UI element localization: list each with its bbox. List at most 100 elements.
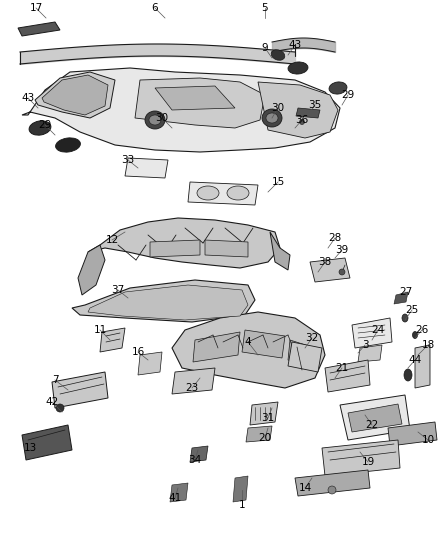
Ellipse shape (413, 332, 417, 338)
Polygon shape (188, 182, 258, 205)
Polygon shape (72, 280, 255, 322)
Polygon shape (88, 218, 280, 268)
Text: 39: 39 (336, 245, 349, 255)
Text: 27: 27 (399, 287, 413, 297)
Polygon shape (172, 312, 325, 388)
Polygon shape (415, 345, 430, 388)
Polygon shape (52, 372, 108, 408)
Polygon shape (295, 470, 370, 496)
Text: 28: 28 (328, 233, 342, 243)
Polygon shape (22, 425, 72, 460)
Polygon shape (233, 476, 248, 502)
Text: 36: 36 (295, 115, 309, 125)
Polygon shape (352, 318, 392, 348)
Text: 11: 11 (93, 325, 106, 335)
Polygon shape (190, 446, 208, 462)
Text: 16: 16 (131, 347, 145, 357)
Ellipse shape (300, 119, 304, 125)
Polygon shape (42, 75, 108, 115)
Polygon shape (138, 352, 162, 375)
Text: 21: 21 (336, 363, 349, 373)
Polygon shape (242, 330, 285, 358)
Polygon shape (88, 285, 248, 320)
Polygon shape (100, 328, 125, 352)
Polygon shape (205, 240, 248, 257)
Text: 17: 17 (29, 3, 42, 13)
Polygon shape (246, 426, 272, 442)
Text: 37: 37 (111, 285, 125, 295)
Text: 26: 26 (415, 325, 429, 335)
Text: 34: 34 (188, 455, 201, 465)
Ellipse shape (339, 269, 345, 275)
Ellipse shape (197, 186, 219, 200)
Text: 43: 43 (21, 93, 35, 103)
Polygon shape (288, 340, 315, 368)
Polygon shape (348, 404, 402, 432)
Polygon shape (340, 395, 410, 440)
Polygon shape (358, 345, 382, 362)
Polygon shape (135, 78, 265, 128)
Ellipse shape (29, 121, 51, 135)
Text: 41: 41 (168, 493, 182, 503)
Polygon shape (258, 82, 338, 138)
Text: 32: 32 (305, 333, 318, 343)
Polygon shape (270, 232, 290, 270)
Text: 29: 29 (39, 120, 52, 130)
Text: 42: 42 (46, 397, 59, 407)
Text: 10: 10 (421, 435, 434, 445)
Polygon shape (150, 240, 200, 257)
Text: 3: 3 (362, 340, 368, 350)
Text: 1: 1 (239, 500, 245, 510)
Text: 15: 15 (272, 177, 285, 187)
Polygon shape (22, 68, 340, 152)
Text: 14: 14 (298, 483, 311, 493)
Ellipse shape (56, 404, 64, 412)
Ellipse shape (402, 314, 408, 322)
Polygon shape (155, 86, 235, 110)
Polygon shape (172, 368, 215, 394)
Text: 12: 12 (106, 235, 119, 245)
Text: 31: 31 (261, 413, 275, 423)
Polygon shape (322, 440, 400, 476)
Polygon shape (288, 342, 322, 372)
Ellipse shape (145, 111, 165, 129)
Text: 23: 23 (185, 383, 198, 393)
Ellipse shape (266, 113, 278, 123)
Text: 22: 22 (365, 420, 378, 430)
Text: 24: 24 (371, 325, 385, 335)
Polygon shape (170, 483, 188, 502)
Text: 5: 5 (261, 3, 268, 13)
Polygon shape (394, 292, 408, 304)
Ellipse shape (288, 62, 308, 74)
Text: 18: 18 (421, 340, 434, 350)
Text: 6: 6 (152, 3, 158, 13)
Ellipse shape (262, 109, 282, 127)
Ellipse shape (56, 138, 81, 152)
Ellipse shape (328, 486, 336, 494)
Ellipse shape (149, 115, 161, 125)
Polygon shape (193, 332, 240, 362)
Ellipse shape (329, 82, 347, 94)
Text: 9: 9 (261, 43, 268, 53)
Text: 30: 30 (272, 103, 285, 113)
Ellipse shape (404, 369, 412, 381)
Polygon shape (296, 108, 320, 118)
Text: 30: 30 (155, 113, 169, 123)
Polygon shape (78, 245, 105, 295)
Text: 35: 35 (308, 100, 321, 110)
Text: 13: 13 (23, 443, 37, 453)
Text: 38: 38 (318, 257, 332, 267)
Ellipse shape (271, 50, 285, 60)
Polygon shape (325, 360, 370, 392)
Text: 44: 44 (408, 355, 422, 365)
Text: 33: 33 (121, 155, 134, 165)
Text: 20: 20 (258, 433, 272, 443)
Text: 43: 43 (288, 40, 302, 50)
Text: 7: 7 (52, 375, 58, 385)
Polygon shape (18, 22, 60, 36)
Polygon shape (250, 402, 278, 425)
Polygon shape (310, 258, 350, 282)
Text: 29: 29 (341, 90, 355, 100)
Polygon shape (388, 422, 437, 446)
Polygon shape (35, 72, 115, 118)
